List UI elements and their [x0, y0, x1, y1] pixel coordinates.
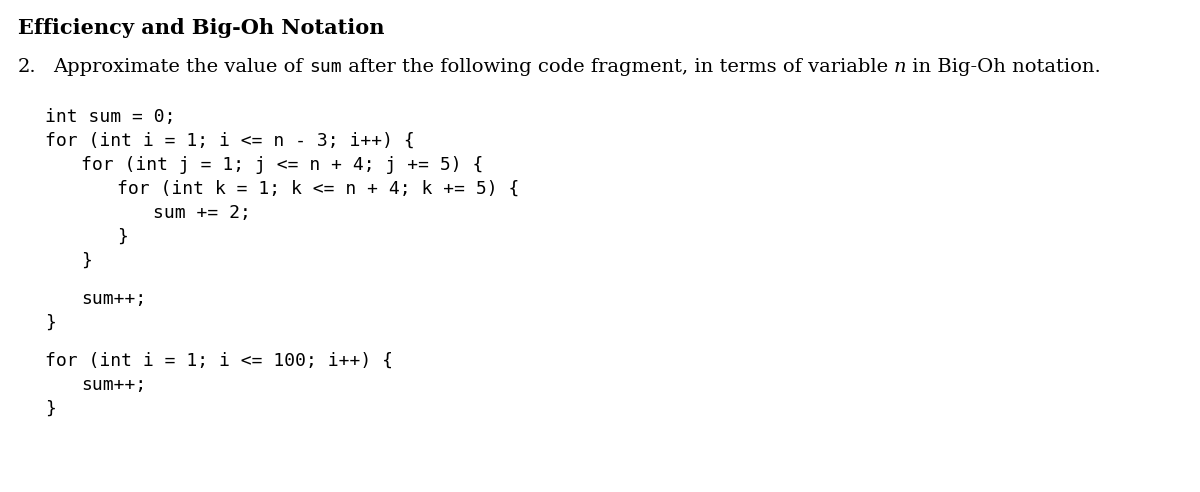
Text: sum++;: sum++; [82, 290, 146, 308]
Text: }: } [46, 400, 56, 418]
Text: for (int i = 1; i <= 100; i++) {: for (int i = 1; i <= 100; i++) { [46, 352, 394, 370]
Text: in Big-Oh notation.: in Big-Oh notation. [906, 58, 1102, 76]
Text: for (int k = 1; k <= n + 4; k += 5) {: for (int k = 1; k <= n + 4; k += 5) { [118, 180, 520, 198]
Text: Approximate the value of: Approximate the value of [53, 58, 310, 76]
Text: n: n [894, 58, 906, 76]
Text: sum += 2;: sum += 2; [154, 204, 251, 222]
Text: Efficiency and Big-Oh Notation: Efficiency and Big-Oh Notation [18, 18, 384, 38]
Text: sum: sum [310, 58, 342, 76]
Text: }: } [82, 252, 92, 270]
Text: sum++;: sum++; [82, 376, 146, 394]
Text: for (int j = 1; j <= n + 4; j += 5) {: for (int j = 1; j <= n + 4; j += 5) { [82, 156, 484, 174]
Text: for (int i = 1; i <= n - 3; i++) {: for (int i = 1; i <= n - 3; i++) { [46, 132, 415, 150]
Text: 2.: 2. [18, 58, 37, 76]
Text: }: } [46, 314, 56, 332]
Text: int sum = 0;: int sum = 0; [46, 108, 175, 126]
Text: }: } [118, 228, 128, 246]
Text: after the following code fragment, in terms of variable: after the following code fragment, in te… [342, 58, 894, 76]
